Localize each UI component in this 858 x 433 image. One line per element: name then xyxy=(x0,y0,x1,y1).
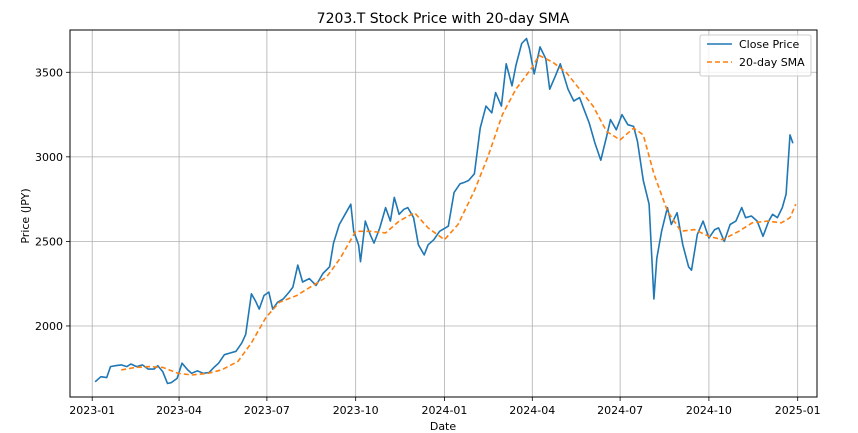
x-tick-label: 2023-07 xyxy=(244,404,290,417)
x-tick-label: 2024-04 xyxy=(509,404,555,417)
series-line-close-price xyxy=(94,37,794,385)
plot-area-frame xyxy=(69,29,818,398)
x-tick-label: 2023-10 xyxy=(333,404,379,417)
y-tick-label: 3500 xyxy=(35,66,63,79)
x-tick-label: 2025-01 xyxy=(775,404,821,417)
y-tick-label: 2500 xyxy=(35,235,63,248)
grid-lines xyxy=(70,30,817,397)
legend: Close Price 20-day SMA xyxy=(699,34,812,77)
legend-label-sma: 20-day SMA xyxy=(739,56,805,69)
y-axis-label: Price (JPY) xyxy=(19,188,32,243)
x-tick-label: 2023-04 xyxy=(156,404,202,417)
series-layer xyxy=(94,37,797,385)
chart-title: 7203.T Stock Price with 20-day SMA xyxy=(317,11,570,27)
y-tick-label: 2000 xyxy=(35,320,63,333)
x-tick-label: 2024-10 xyxy=(686,404,732,417)
x-axis-label: Date xyxy=(430,420,457,433)
legend-box xyxy=(699,34,812,77)
y-axis: 2000 2500 3000 3500 xyxy=(35,66,70,333)
legend-label-close-price: Close Price xyxy=(739,38,800,51)
series-line-sma xyxy=(121,54,797,376)
y-tick-label: 3000 xyxy=(35,151,63,164)
x-axis: 2023-01 2023-04 2023-07 2023-10 2024-01 2024-… xyxy=(69,397,821,417)
x-tick-label: 2024-07 xyxy=(597,404,643,417)
x-tick-label: 2024-01 xyxy=(421,404,467,417)
x-tick-label: 2023-01 xyxy=(69,404,115,417)
